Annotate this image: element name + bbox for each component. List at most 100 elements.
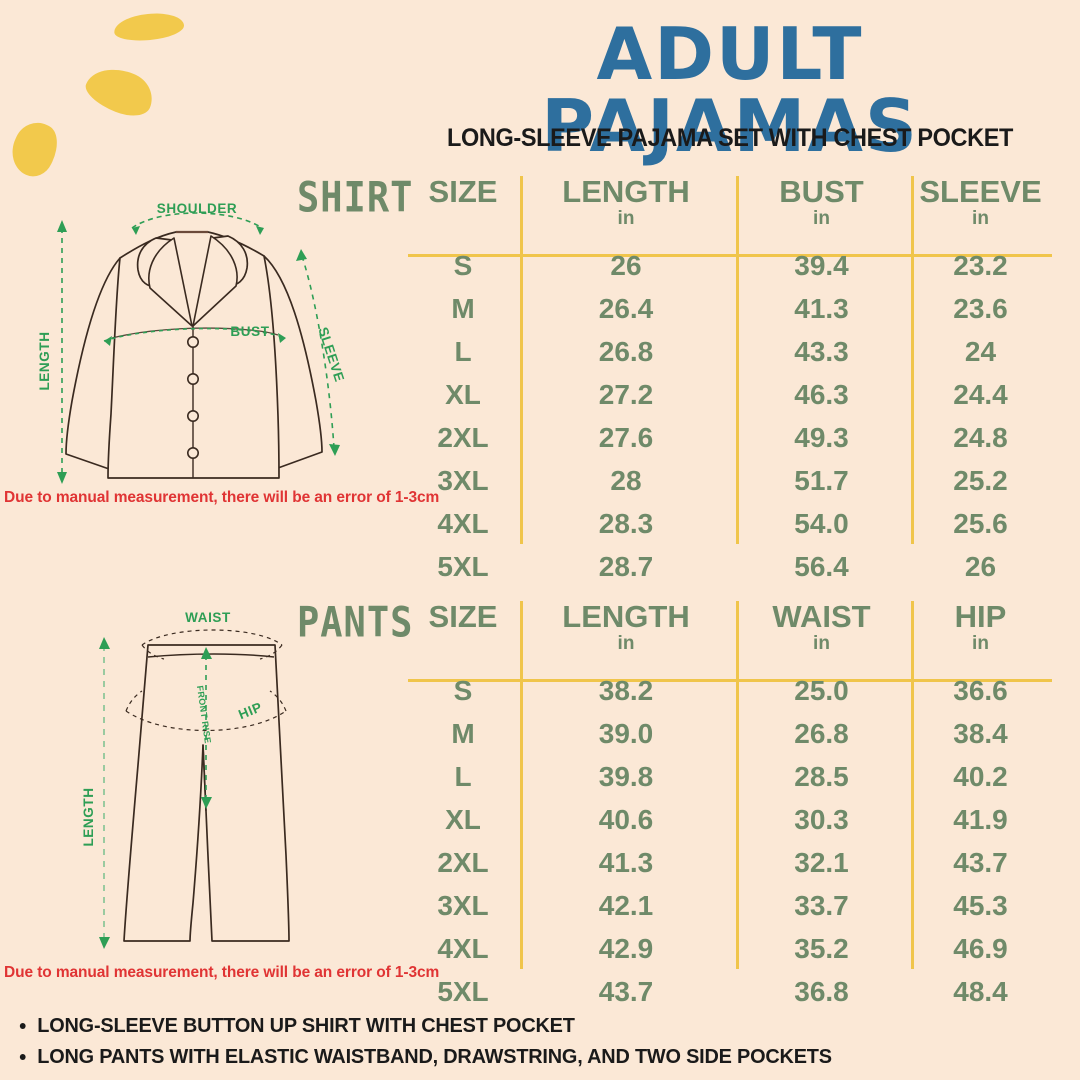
cell-sleeve: 23.6: [953, 292, 1008, 324]
cell-waist: 28.5: [794, 760, 849, 792]
cell-size: L: [454, 760, 472, 792]
cell-size: 3XL: [437, 889, 489, 921]
cell-size: M: [451, 292, 475, 324]
cell-length: 26: [610, 249, 642, 281]
pants-measurement-disclaimer: Due to manual measurement, there will be…: [4, 964, 440, 981]
cell-size: L: [454, 335, 472, 367]
page-title: ADULT PAJAMAS: [541, 12, 919, 168]
cell-hip: 41.9: [953, 803, 1008, 835]
decorative-blob-icon: [80, 58, 160, 124]
pants-waist-label: WAIST: [185, 610, 231, 625]
cell-size: 5XL: [437, 975, 489, 1007]
table-rule-vertical: [736, 176, 739, 544]
pants-size-table: SIZE LENGTH WAIST HIP in in in S: [408, 601, 1052, 1013]
cell-hip: 46.9: [953, 932, 1008, 964]
table-row: L 39.8 28.5 40.2: [408, 755, 1052, 798]
cell-size: XL: [445, 803, 481, 835]
column-header-hip: HIP: [954, 599, 1007, 634]
table-rule-vertical: [736, 601, 739, 969]
unit-size: [408, 634, 518, 669]
cell-size: M: [451, 717, 475, 749]
cell-hip: 36.6: [953, 674, 1008, 706]
cell-bust: 54.0: [794, 507, 849, 539]
table-row: 5XL 28.7 56.4 26: [408, 545, 1052, 588]
unit-length: in: [617, 207, 635, 229]
list-item: LONG PANTS WITH ELASTIC WAISTBAND, DRAWS…: [14, 1041, 887, 1072]
table-row: 2XL 27.6 49.3 24.8: [408, 416, 1052, 459]
table-row: M 39.0 26.8 38.4: [408, 712, 1052, 755]
pants-diagram: WAIST FRONT RISE HIP LENGTH: [60, 605, 400, 965]
cell-size: XL: [445, 378, 481, 410]
cell-length: 28.3: [598, 507, 654, 539]
cell-sleeve: 25.2: [953, 464, 1008, 496]
column-header-size: SIZE: [428, 599, 498, 634]
cell-length: 42.1: [598, 889, 654, 921]
cell-bust: 51.7: [794, 464, 849, 496]
cell-length: 26.8: [598, 335, 654, 367]
unit-waist: in: [813, 632, 830, 654]
table-row: S 26 39.4 23.2: [408, 244, 1052, 287]
column-header-size: SIZE: [428, 174, 498, 209]
table-rule-vertical: [911, 601, 914, 969]
cell-bust: 43.3: [794, 335, 849, 367]
cell-length: 43.7: [598, 975, 654, 1007]
table-row: 5XL 43.7 36.8 48.4: [408, 970, 1052, 1013]
cell-sleeve: 24: [964, 335, 997, 367]
cell-sleeve: 26: [964, 550, 997, 582]
cell-length: 39.8: [598, 760, 654, 792]
cell-sleeve: 25.6: [953, 507, 1008, 539]
shirt-measurement-disclaimer: Due to manual measurement, there will be…: [4, 489, 440, 506]
table-unit-row: in in in: [408, 209, 1052, 244]
table-row: 4XL 42.9 35.2 46.9: [408, 927, 1052, 970]
cell-waist: 33.7: [794, 889, 849, 921]
cell-hip: 40.2: [953, 760, 1008, 792]
cell-length: 28.7: [598, 550, 654, 582]
cell-sleeve: 24.8: [953, 421, 1008, 453]
table-row: 3XL 28 51.7 25.2: [408, 459, 1052, 502]
cell-size: 3XL: [437, 464, 489, 496]
cell-bust: 41.3: [794, 292, 849, 324]
unit-size: [408, 209, 518, 244]
cell-bust: 56.4: [794, 550, 849, 582]
list-item: LONG-SLEEVE BUTTON UP SHIRT WITH CHEST P…: [14, 1010, 887, 1041]
unit-hip: in: [972, 632, 989, 654]
table-rule-vertical: [911, 176, 914, 544]
unit-bust: in: [813, 207, 830, 229]
pants-section-label: PANTS: [297, 598, 414, 647]
cell-size: 4XL: [437, 932, 489, 964]
table-row: M 26.4 41.3 23.6: [408, 287, 1052, 330]
shirt-bust-label: BUST: [230, 324, 269, 339]
cell-length: 42.9: [598, 932, 654, 964]
cell-size: 2XL: [437, 846, 489, 878]
table-row: 3XL 42.1 33.7 45.3: [408, 884, 1052, 927]
cell-size: S: [453, 674, 473, 706]
column-header-bust: BUST: [779, 174, 864, 209]
cell-bust: 49.3: [794, 421, 849, 453]
cell-hip: 43.7: [953, 846, 1008, 878]
column-header-sleeve: SLEEVE: [919, 174, 1042, 209]
table-rule-horizontal: [408, 679, 1052, 682]
cell-length: 39.0: [598, 717, 654, 749]
feature-list: LONG-SLEEVE BUTTON UP SHIRT WITH CHEST P…: [14, 1010, 914, 1072]
table-row: 4XL 28.3 54.0 25.6: [408, 502, 1052, 545]
column-header-length: LENGTH: [562, 174, 690, 209]
cell-bust: 46.3: [794, 378, 849, 410]
table-row: XL 27.2 46.3 24.4: [408, 373, 1052, 416]
shirt-size-table: SIZE LENGTH BUST SLEEVE in in in S: [408, 176, 1052, 588]
cell-length: 28: [610, 464, 642, 496]
table-rule-vertical: [520, 176, 523, 544]
unit-sleeve: in: [972, 207, 989, 229]
cell-size: 2XL: [437, 421, 489, 453]
shirt-length-label: LENGTH: [37, 331, 52, 390]
table-row: 2XL 41.3 32.1 43.7: [408, 841, 1052, 884]
table-row: L 26.8 43.3 24: [408, 330, 1052, 373]
cell-waist: 25.0: [794, 674, 849, 706]
cell-length: 38.2: [598, 674, 654, 706]
table-row: S 38.2 25.0 36.6: [408, 669, 1052, 712]
cell-waist: 35.2: [794, 932, 849, 964]
cell-length: 41.3: [598, 846, 654, 878]
column-header-waist: WAIST: [772, 599, 871, 634]
cell-hip: 48.4: [953, 975, 1008, 1007]
cell-sleeve: 23.2: [953, 249, 1008, 281]
